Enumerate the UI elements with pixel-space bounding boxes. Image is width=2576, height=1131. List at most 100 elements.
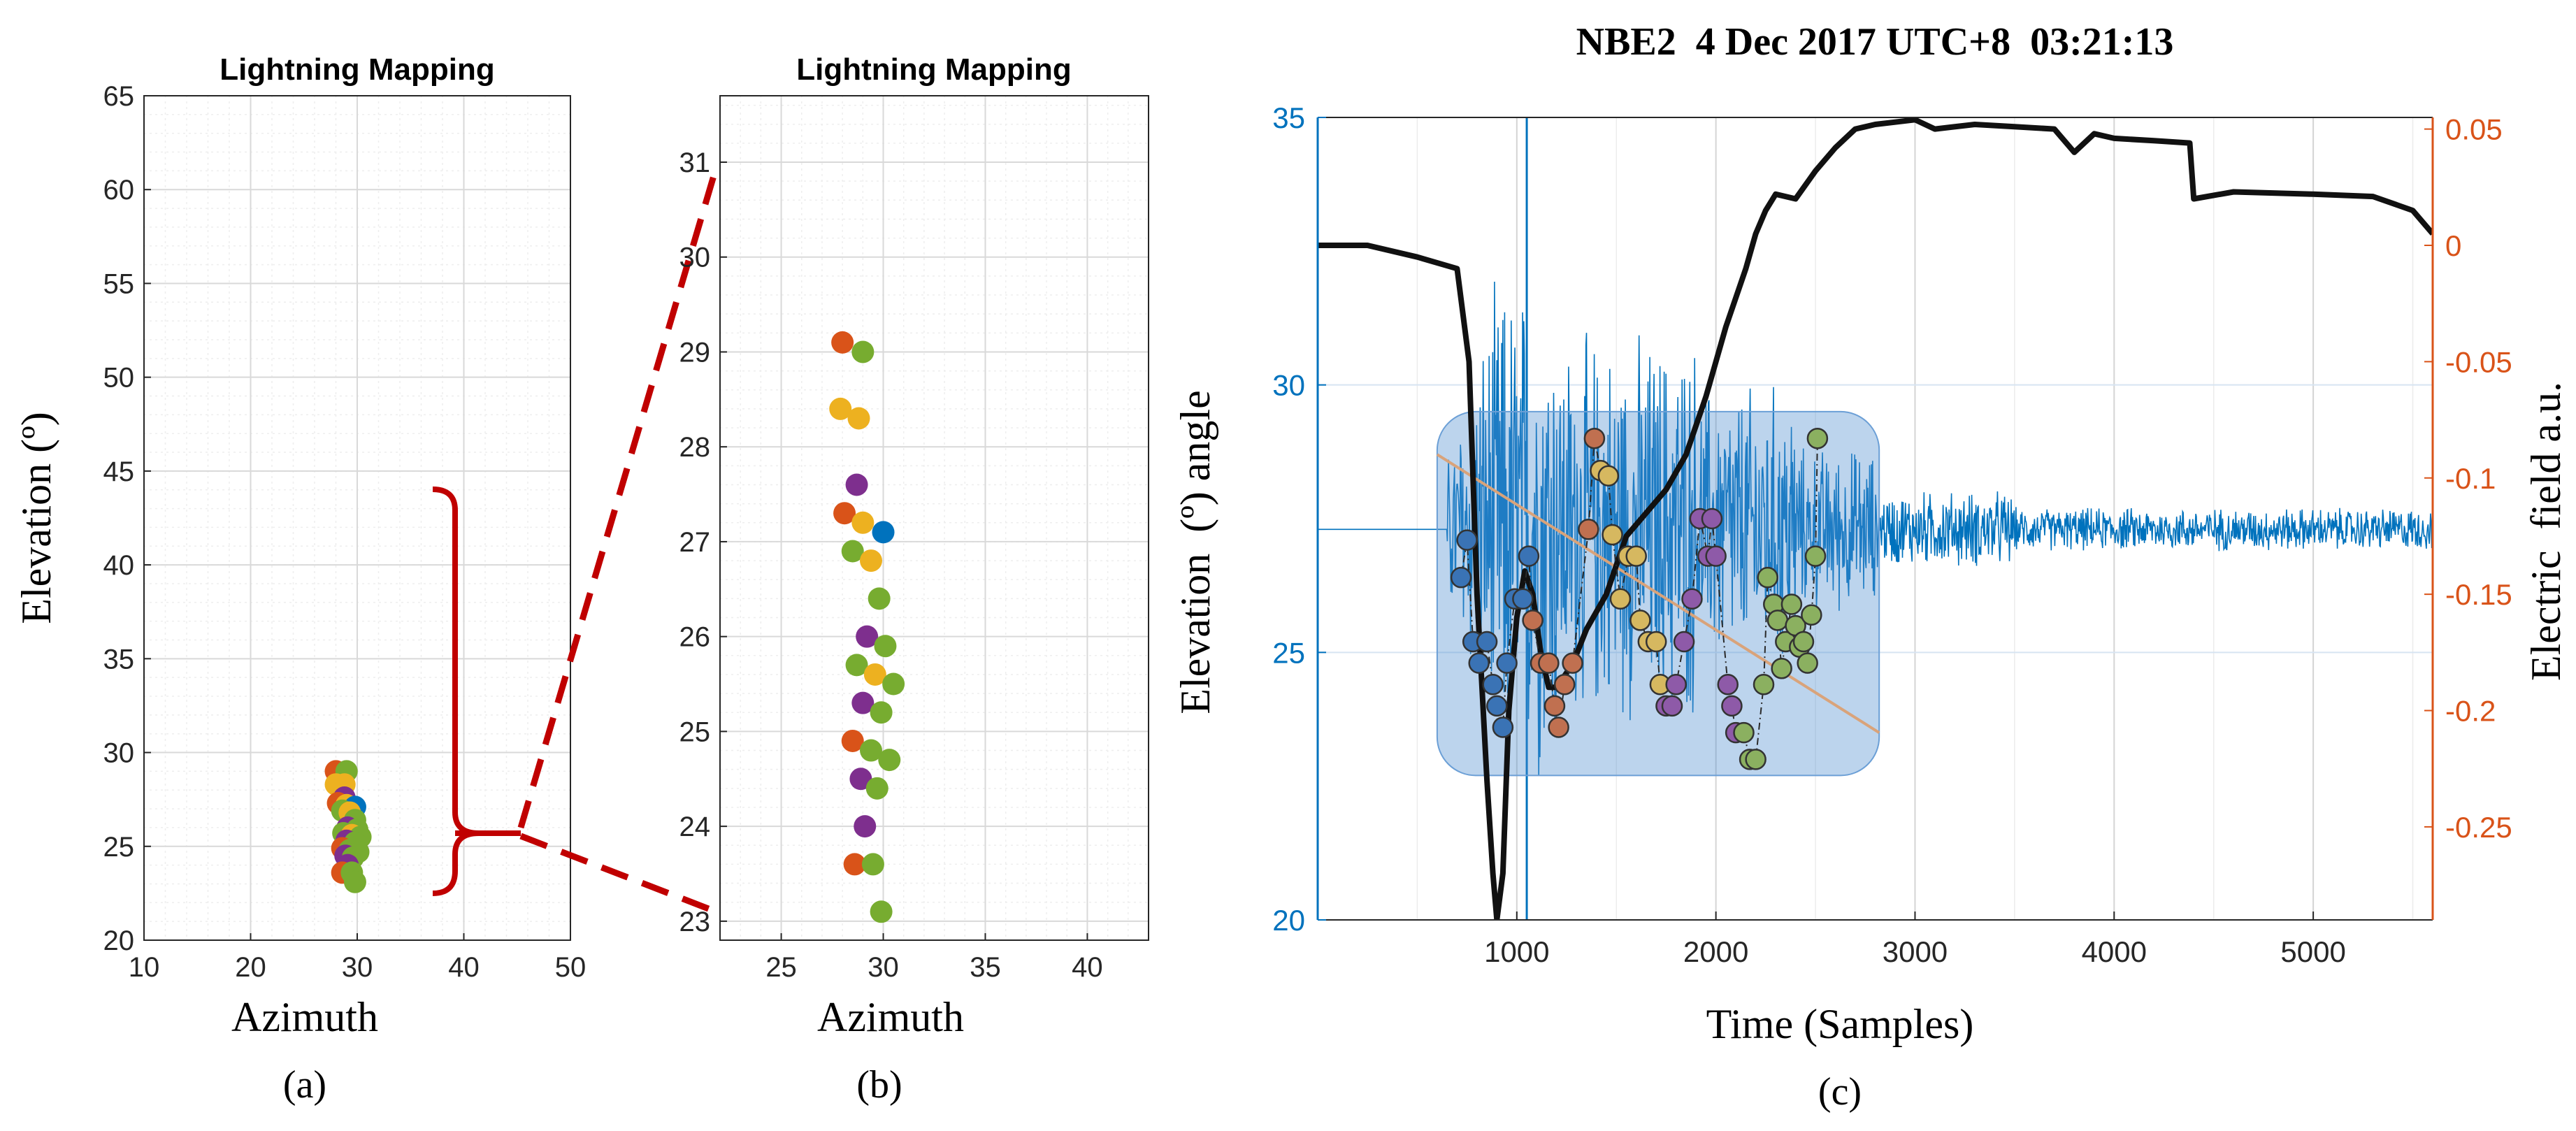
elevation-marker [1661,695,1683,717]
elevation-marker [1771,658,1792,679]
panel-a-xlabel: Azimuth [231,994,378,1040]
panel-c-y2label: Electric field a.u. [2523,382,2569,681]
y2-tick-label: -0.05 [2445,345,2512,378]
elevation-marker [1597,465,1620,487]
y-tick-label: 27 [679,527,711,558]
scatter-point [882,672,905,696]
panel-b: 25 30 35 40 23 24 25 26 27 28 29 30 31 Lightning Map… [679,52,1149,1107]
x-tick-label: 4000 [2082,935,2147,968]
scatter-point [851,511,875,534]
y-tick-label: 30 [679,243,711,273]
panel-a-scatter-points [324,760,372,893]
y-tick-label: 60 [103,175,135,206]
y-tick-label: 65 [103,81,135,112]
elevation-marker [1602,524,1623,546]
elevation-marker [1757,566,1778,589]
elevation-marker [1492,716,1514,738]
x-tick-label: 25 [765,952,797,983]
scatter-point [843,853,866,876]
elevation-marker [1766,610,1789,631]
panel-a-label: (a) [283,1063,326,1107]
elevation-marker [1721,695,1743,717]
y-tick-label: 25 [679,716,711,747]
scatter-point [872,521,895,544]
x-tick-label: 10 [129,952,160,983]
panel-b-title: Lightning Mapping [796,52,1071,87]
x-tick-label: 20 [235,952,266,983]
panel-c-label: (c) [1818,1070,1862,1114]
zoom-line-lower [519,833,742,925]
scatter-point [841,540,864,563]
scatter-point [851,340,875,363]
elevation-marker [1456,529,1478,551]
x-tick-label: 40 [448,952,480,983]
elevation-marker [1512,588,1534,610]
panel-b-scatter-points [829,331,905,923]
elevation-marker [1806,427,1829,449]
y-tick-label: 50 [103,363,135,394]
y-tick-label: 23 [679,907,711,937]
elevation-marker [1562,652,1583,674]
panel-b-label: (b) [856,1063,902,1107]
y2-tick-label: -0.1 [2445,462,2496,495]
elevation-marker [1522,610,1544,631]
scatter-point [849,768,872,791]
y-tick-label: 25 [103,832,135,863]
elevation-marker [1629,610,1651,631]
panel-a-title: Lightning Mapping [220,52,494,87]
elevation-marker [1518,545,1540,567]
elevation-marker [1745,749,1766,770]
elevation-marker [1486,695,1508,717]
scatter-point [874,635,897,658]
x-tick-label: 40 [1072,952,1103,983]
x-tick-label: 3000 [1883,935,1948,968]
y2-tick-label: 0 [2445,229,2461,262]
zoom-line-upper [517,165,720,829]
scatter-point [833,502,856,525]
scatter-point [343,870,366,893]
elevation-marker [1645,631,1667,653]
elevation-marker [1578,519,1599,540]
elevation-marker [1681,588,1703,610]
elevation-marker [1673,631,1695,653]
elevation-marker [1797,652,1818,674]
y-tick-label: 28 [679,432,711,463]
elevation-marker [1792,631,1815,653]
y-tick-label: 45 [103,456,135,487]
scatter-point [841,729,864,752]
panel-c-trend-line [1436,453,1880,734]
y2-tick-label: -0.25 [2445,811,2512,844]
scatter-point [845,654,868,677]
elevation-marker [1804,545,1827,567]
elevation-marker [1548,716,1569,738]
elevation-marker [1538,652,1560,674]
scatter-point [860,549,883,572]
scatter-point [868,587,891,610]
y-tick-label: 40 [103,550,135,581]
x-tick-label: 30 [868,952,899,983]
elevation-marker [1801,604,1822,626]
elevation-marker [1482,674,1504,696]
x-tick-label: 30 [342,952,373,983]
scatter-point [845,473,868,496]
scatter-point [878,749,901,772]
y-tick-label: 26 [679,622,711,653]
elevation-marker [1733,721,1755,744]
y-tick-label: 35 [103,644,135,675]
panel-b-axes-box [719,95,1149,941]
elevation-marker [1665,674,1687,696]
elevation-marker [1553,674,1576,696]
scatter-point [870,701,893,724]
scatter-point [829,397,852,420]
y-tick-label: 30 [1272,369,1305,402]
y-tick-label: 25 [1272,636,1305,669]
panel-c-tick-labels: 1000 2000 3000 4000 5000 20 25 30 35 0.05 0 -0.05 -0… [1272,101,2512,968]
y-tick-label: 55 [103,268,135,299]
y-tick-label: 20 [1272,904,1305,937]
panel-c-ylabel: Elevation (º) angle [1172,390,1218,714]
panel-c: 1000 2000 3000 4000 5000 20 25 30 35 0.05 0 -0.05 -0… [1172,20,2569,1114]
zoom-indicator [432,165,742,925]
x-tick-label: 5000 [2280,935,2345,968]
